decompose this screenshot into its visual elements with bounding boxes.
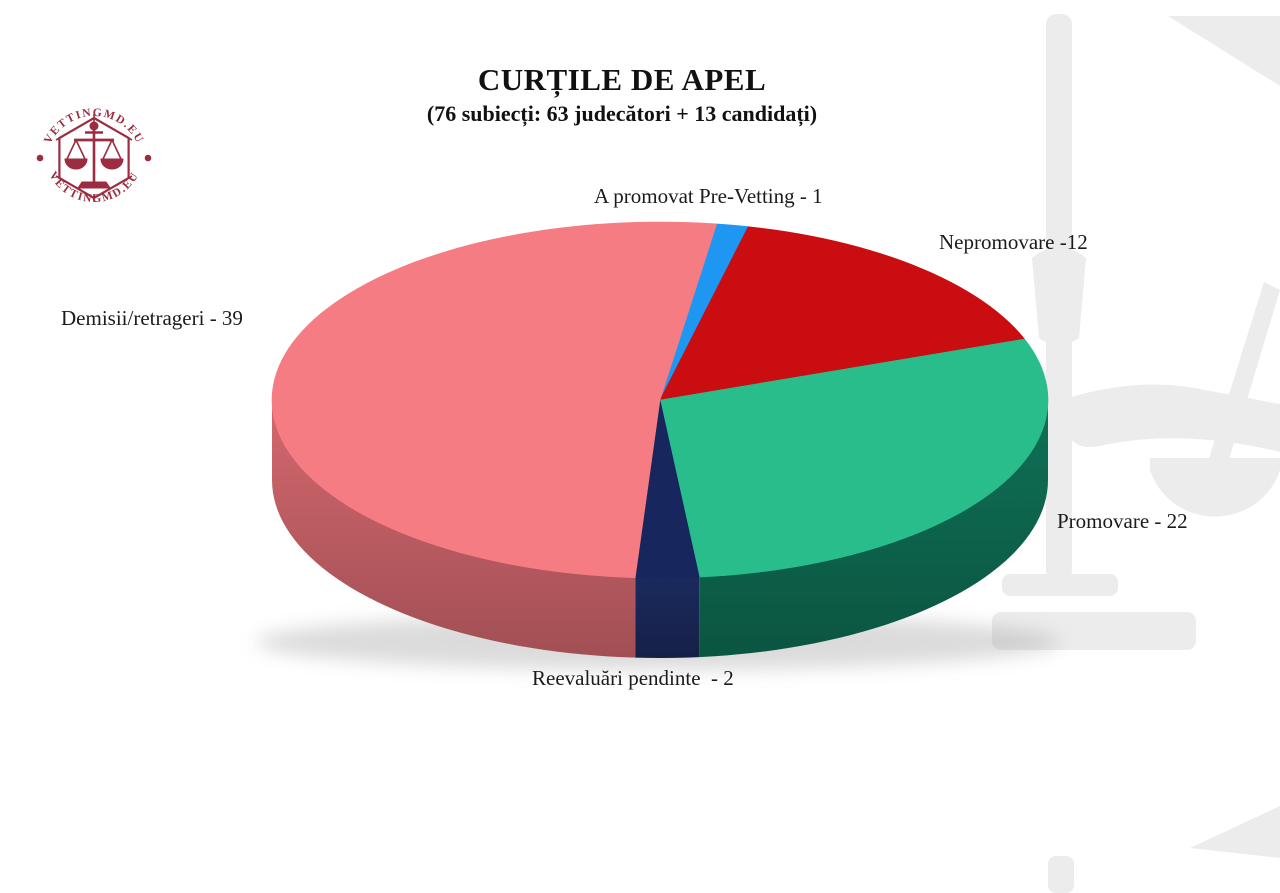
pie-slice-promovare (659, 338, 1049, 578)
pie-slice-demisii-retrageri (271, 221, 718, 578)
scales-of-justice-icon (64, 121, 124, 189)
pie-slice-side-reevalu-ri-pendinte (635, 577, 700, 658)
pie-slices (271, 221, 1049, 658)
chart-subtitle: (76 subiecți: 63 judecători + 13 candida… (426, 100, 818, 126)
logo-dot-right (144, 154, 152, 162)
pie-slice-nepromovare (659, 226, 1026, 401)
slice-label-nepromovare: Nepromovare -12 (939, 230, 1088, 254)
logo-hexagon-ticks (55, 114, 133, 202)
slice-label-a-promovat-pre-vetting: A promovat Pre-Vetting - 1 (594, 184, 823, 208)
slice-label-reevaluari-pendinte: Reevaluări pendinte - 2 (532, 666, 734, 690)
chart-title-block: CURȚILE DE APEL (76 subiecți: 63 judecăt… (0, 62, 1244, 127)
pie-slice-side-demisii-retrageri (272, 400, 636, 658)
logo-dot-left (36, 154, 44, 162)
pie-slice-side-promovare (699, 400, 1048, 658)
vettingmd-logo-seal: VETTINGMD.EU VETTINGMD.EU (30, 86, 158, 214)
chart-title: CURȚILE DE APEL (477, 62, 767, 97)
slice-label-promovare: Promovare - 22 (1057, 509, 1188, 533)
scales-of-justice-watermark (992, 14, 1280, 893)
slice-label-demisii-retrageri: Demisii/retrageri - 39 (61, 306, 243, 330)
pie-slice-reevalu-ri-pendinte (634, 399, 700, 579)
